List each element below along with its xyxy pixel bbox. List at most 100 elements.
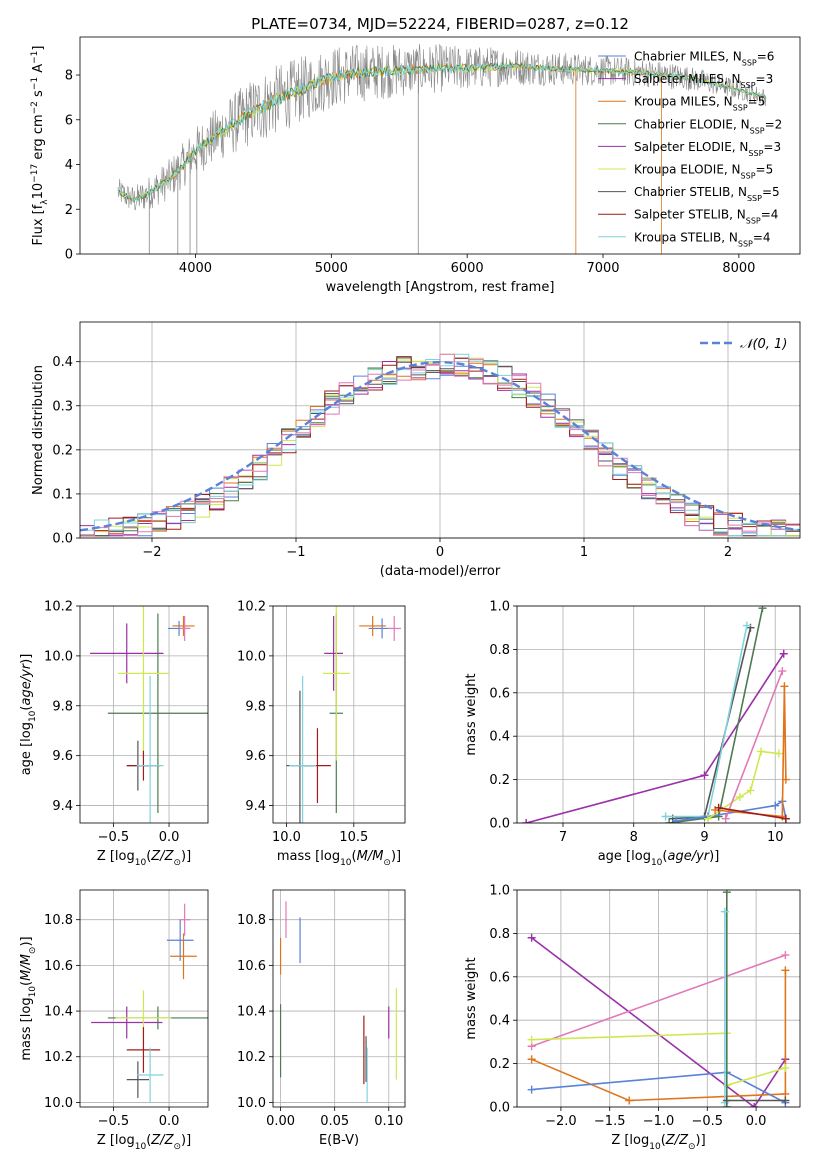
x-tick-label: 9 xyxy=(700,830,708,845)
frame-spectrum: 4000 5000 6000 7000 8000 0 2 4 6 8 wavelength [Ang… xyxy=(30,36,801,295)
y-tick-label: 10.6 xyxy=(44,959,73,974)
y-tick-label: 0.8 xyxy=(489,643,510,658)
errorbar-point xyxy=(172,615,195,636)
weight-marker xyxy=(779,649,788,658)
weight-marker xyxy=(750,1103,759,1107)
weight-marker xyxy=(700,771,709,780)
weight-marker xyxy=(714,803,723,812)
y-tick-label: 2 xyxy=(65,203,73,218)
legend-label: 𝒩(0, 1) xyxy=(740,337,787,352)
y-tick-label: 10.6 xyxy=(237,959,266,974)
x-tick-label: −0.5 xyxy=(692,1114,724,1129)
weight-marker xyxy=(781,1096,790,1105)
weight-marker xyxy=(735,792,744,801)
weight-line xyxy=(531,954,786,1047)
axes-age_vs_mass xyxy=(273,605,405,823)
x-tick-label: 0.0 xyxy=(746,1114,767,1129)
y-tick-label: 1.0 xyxy=(489,884,510,899)
frame-age_vs_mass: 10.0 10.5 9.4 9.6 9.8 10.0 10.2 mass [log10(M/M… xyxy=(237,600,406,868)
plot-mass_vs_EBV xyxy=(279,901,397,1103)
y-tick-label: 10.4 xyxy=(44,1005,73,1020)
model-spectrum-line xyxy=(117,61,767,203)
y-tick-label: 0 xyxy=(65,248,73,263)
legend-label: Kroupa MILES, NSSP=5 xyxy=(634,95,765,113)
y-tick-label: 0.2 xyxy=(489,1057,510,1072)
y-tick-label: 10.0 xyxy=(44,649,73,664)
weight-marker xyxy=(665,819,674,823)
weight-line xyxy=(531,1032,727,1041)
weight-marker xyxy=(720,907,729,916)
x-axis-label: (data-model)/error xyxy=(380,564,501,579)
errorbar-point xyxy=(136,675,164,823)
histogram-step xyxy=(80,356,800,537)
y-tick-label: 10.8 xyxy=(44,913,73,928)
weight-line xyxy=(724,670,784,819)
weight-marker xyxy=(781,951,790,960)
x-tick-label: 6000 xyxy=(451,261,484,276)
errorbar-point xyxy=(324,615,344,691)
y-tick-label: 9.8 xyxy=(245,699,266,714)
errorbar-point xyxy=(359,615,387,636)
y-tick-label: 1.0 xyxy=(489,600,510,615)
errorbar-point xyxy=(170,933,197,980)
weight-marker xyxy=(781,775,790,784)
plot-age_vs_Z xyxy=(90,606,208,823)
legend-label: Salpeter MILES, NSSP=3 xyxy=(634,72,773,90)
weight-marker xyxy=(672,816,681,823)
y-tick-label: 0.4 xyxy=(489,1014,510,1029)
weight-marker xyxy=(771,801,780,810)
y-tick-label: 10.8 xyxy=(237,913,266,928)
errorbar-point xyxy=(322,606,350,761)
weight-marker xyxy=(722,1096,731,1105)
x-tick-label: 10.5 xyxy=(339,830,368,845)
axes-mass_vs_EBV xyxy=(273,890,405,1107)
weight-marker xyxy=(742,621,751,630)
weight-line xyxy=(531,970,787,1102)
weight-line xyxy=(665,625,748,818)
y-tick-label: 10.0 xyxy=(237,649,266,664)
x-tick-label: 0.0 xyxy=(159,1114,180,1129)
weight-marker xyxy=(661,812,670,821)
y-tick-label: 8 xyxy=(65,69,73,84)
y-tick-label: 0.4 xyxy=(52,355,73,370)
x-axis-label: Z [log10(Z/Z⊙)] xyxy=(97,849,191,868)
plot-weights_vs_age xyxy=(522,606,790,823)
y-axis-label: Flux [fλ10−17 erg cm−2 s−1 A−1] xyxy=(30,46,50,246)
y-tick-label: 0.2 xyxy=(489,773,510,788)
x-axis-label: wavelength [Angstrom, rest frame] xyxy=(326,280,555,295)
plot-residuals xyxy=(80,353,800,537)
y-axis-label: mass weight xyxy=(464,957,479,1039)
x-axis-label: age [log10(age/yr)] xyxy=(598,849,720,868)
weight-marker xyxy=(722,890,731,897)
weight-marker xyxy=(527,933,536,942)
weight-marker xyxy=(527,1055,536,1064)
y-tick-label: 6 xyxy=(65,113,73,128)
y-tick-label: 10.2 xyxy=(44,600,73,615)
y-tick-label: 0.0 xyxy=(489,1101,510,1116)
weight-marker xyxy=(781,814,790,823)
x-tick-label: 8000 xyxy=(722,261,755,276)
weight-marker xyxy=(758,606,767,613)
x-tick-label: 0.05 xyxy=(320,1114,349,1129)
weight-line xyxy=(531,937,787,1107)
weight-marker xyxy=(781,1063,790,1072)
y-tick-label: 9.4 xyxy=(52,799,73,814)
x-tick-label: 10 xyxy=(767,830,784,845)
errorbar-point xyxy=(179,903,191,936)
frame-weights_vs_Z: −2.0 −1.5 −1.0 −0.5 0.0 0.0 0.2 0.4 0.6 0.8 1.0 Z [… xyxy=(464,884,801,1152)
axis-frame xyxy=(272,889,406,1108)
errorbar-point xyxy=(289,675,317,823)
legend-label: Chabrier MILES, NSSP=6 xyxy=(634,50,774,68)
axes-weights_vs_Z xyxy=(517,889,800,1108)
y-tick-label: 10.2 xyxy=(44,1050,73,1065)
axis-frame xyxy=(79,36,801,255)
axis-frame xyxy=(79,889,209,1108)
weight-marker xyxy=(527,1035,536,1044)
y-tick-label: 0.6 xyxy=(489,970,510,985)
weight-line xyxy=(525,653,785,823)
y-tick-label: 10.2 xyxy=(237,1050,266,1065)
legend-label: Salpeter ELODIE, NSSP=3 xyxy=(634,140,781,158)
errorbar-point xyxy=(126,1027,161,1073)
errorbar-point xyxy=(91,1006,163,1039)
x-axis-label: E(B-V) xyxy=(319,1133,359,1148)
